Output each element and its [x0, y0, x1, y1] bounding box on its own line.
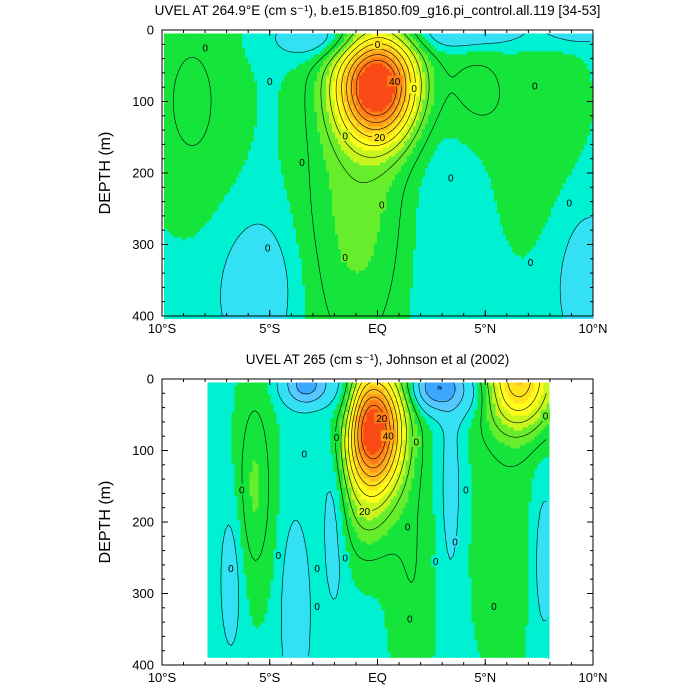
panel-obs: UVEL AT 265 (cm s⁻¹), Johnson et al (200…	[97, 352, 608, 685]
contour-label: 0	[463, 485, 469, 496]
contour-label: 0	[301, 450, 307, 461]
y-tick-label: 400	[132, 658, 154, 673]
contour-label: 0	[567, 199, 573, 210]
y-tick-label: 300	[132, 586, 154, 601]
contour-label: 0	[375, 40, 381, 51]
contour-label: 0	[543, 412, 549, 423]
x-tick-label: 5°N	[474, 670, 496, 685]
contour-label: 0	[202, 43, 208, 54]
x-tick-label: 5°N	[474, 321, 496, 336]
y-axis-label: DEPTH (m)	[97, 481, 114, 564]
contour-label: 0	[433, 557, 439, 568]
y-tick-label: 200	[132, 166, 154, 181]
contour-label: 0	[276, 551, 282, 562]
contour-label: 20	[376, 414, 388, 425]
contour-label: 0	[334, 433, 340, 444]
contour-label: 40	[389, 77, 401, 88]
y-tick-label: 100	[132, 443, 154, 458]
x-tick-label: EQ	[368, 321, 387, 336]
contour-label: 0	[379, 201, 385, 212]
contour-label: 0	[414, 437, 420, 448]
contour-fill	[164, 34, 593, 319]
x-tick-label: 5°S	[259, 321, 280, 336]
x-tick-label: EQ	[368, 670, 387, 685]
contour-label: 0	[407, 615, 413, 626]
x-tick-label: 5°S	[259, 670, 280, 685]
y-tick-label: 400	[132, 309, 154, 324]
contour-label: 0	[528, 258, 534, 269]
contour-label: 0	[314, 602, 320, 613]
y-tick-label: 100	[132, 94, 154, 109]
contour-label: 0	[314, 564, 320, 575]
contour-label: 0	[265, 244, 271, 255]
contour-label: 20	[359, 507, 371, 518]
contour-label: 0	[532, 81, 538, 92]
panel-model: UVEL AT 264.9°E (cm s⁻¹), b.e15.B1850.f0…	[97, 3, 608, 336]
contour-label: 40	[383, 432, 395, 443]
x-tick-label: 10°N	[578, 321, 607, 336]
y-axis-label: DEPTH (m)	[97, 132, 114, 215]
contour-label: 0	[342, 253, 348, 264]
contour-label: 0	[448, 174, 454, 185]
x-tick-label: 10°N	[578, 670, 607, 685]
contour-label: 0	[405, 523, 411, 534]
chart-title: UVEL AT 264.9°E (cm s⁻¹), b.e15.B1850.f0…	[155, 3, 601, 18]
contour-label: 0	[239, 485, 245, 496]
contour-label: 0	[452, 538, 458, 549]
y-tick-label: 0	[147, 372, 154, 387]
contour-label: 0	[342, 553, 348, 564]
contour-label: 0	[411, 84, 417, 95]
contour-label: 0	[342, 131, 348, 142]
contour-label: 0	[267, 77, 273, 88]
contour-label: 20	[374, 133, 386, 144]
y-tick-label: 300	[132, 237, 154, 252]
contour-label: 0	[491, 602, 497, 613]
contour-label: 0	[299, 158, 305, 169]
y-tick-label: 0	[147, 23, 154, 38]
y-tick-label: 200	[132, 515, 154, 530]
contour-label: 0	[228, 564, 234, 575]
chart-title: UVEL AT 265 (cm s⁻¹), Johnson et al (200…	[246, 352, 510, 367]
